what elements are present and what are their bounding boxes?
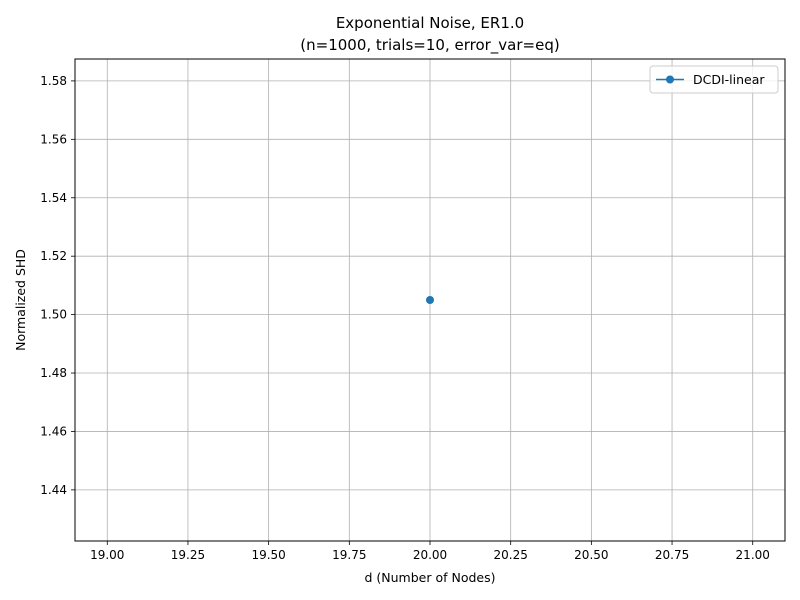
- y-tick-label: 1.54: [40, 191, 67, 205]
- y-axis-ticks: 1.44 1.46 1.48 1.50 1.52 1.54 1.56 1.58: [40, 74, 75, 497]
- grid-lines: [75, 59, 785, 541]
- x-tick-label: 21.00: [736, 548, 770, 562]
- x-tick-label: 19.75: [332, 548, 366, 562]
- x-tick-label: 19.25: [171, 548, 205, 562]
- legend-marker-swatch: [666, 75, 674, 84]
- y-tick-label: 1.50: [40, 308, 67, 322]
- y-axis-label: Normalized SHD: [13, 249, 28, 351]
- x-axis-label: d (Number of Nodes): [364, 570, 495, 585]
- y-tick-label: 1.56: [40, 132, 67, 146]
- chart-subtitle: (n=1000, trials=10, error_var=eq): [300, 36, 559, 55]
- x-tick-label: 20.75: [655, 548, 689, 562]
- y-tick-label: 1.48: [40, 366, 67, 380]
- y-tick-label: 1.58: [40, 74, 67, 88]
- x-tick-label: 20.25: [494, 548, 528, 562]
- x-tick-label: 19.00: [90, 548, 124, 562]
- y-tick-label: 1.44: [40, 483, 67, 497]
- data-point: [426, 296, 434, 304]
- series-layer: [426, 296, 434, 304]
- plot-area-frame: [74, 58, 786, 542]
- y-tick-label: 1.46: [40, 424, 67, 438]
- legend-entry-label: DCDI-linear: [693, 72, 765, 87]
- x-tick-label: 19.50: [251, 548, 285, 562]
- chart-title: Exponential Noise, ER1.0: [336, 14, 524, 32]
- x-tick-label: 20.00: [413, 548, 447, 562]
- x-tick-label: 20.50: [574, 548, 608, 562]
- legend: DCDI-linear: [649, 65, 779, 94]
- y-tick-label: 1.52: [40, 249, 67, 263]
- x-axis-ticks: 19.00 19.25 19.50 19.75 20.00 20.25 20.50 20.75…: [90, 541, 770, 562]
- legend-box: [649, 65, 779, 94]
